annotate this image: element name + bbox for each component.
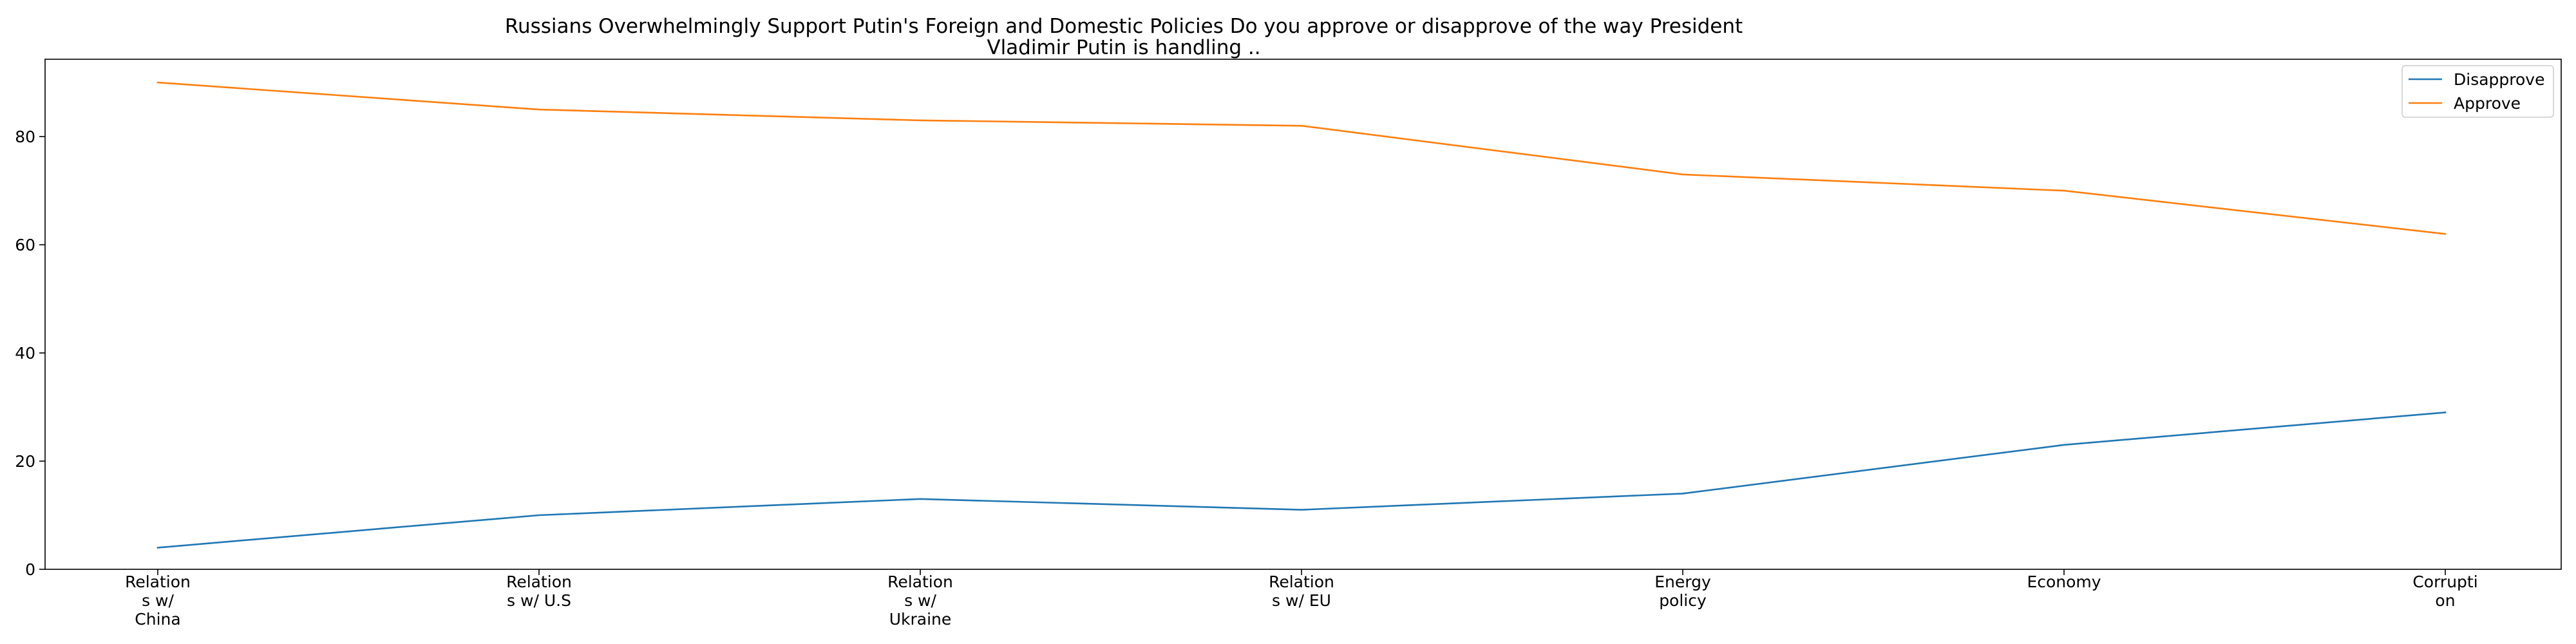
x-tick-label: policy bbox=[1659, 591, 1707, 610]
x-tick-label: China bbox=[135, 610, 180, 629]
x-tick-label: Relation bbox=[1269, 573, 1334, 591]
x-tick-label: on bbox=[2435, 591, 2455, 610]
chart-title-line-1: Russians Overwhelmingly Support Putin's … bbox=[505, 15, 1743, 38]
y-tick-label: 20 bbox=[15, 452, 35, 471]
x-tick-label: Energy bbox=[1654, 573, 1711, 591]
x-tick-label: s w/ bbox=[142, 591, 174, 610]
y-tick-label: 40 bbox=[15, 344, 35, 363]
y-axis: 0 20 40 60 80 bbox=[15, 128, 45, 579]
series-lines bbox=[156, 81, 2447, 549]
x-tick-label: Ukraine bbox=[889, 610, 952, 629]
legend-label-disapprove: Disapprove bbox=[2454, 70, 2544, 89]
x-tick-label: Corrupti bbox=[2412, 573, 2477, 591]
plot-area-frame bbox=[44, 59, 2562, 570]
x-tick-label: Relation bbox=[887, 573, 953, 591]
x-tick-label: Economy bbox=[2027, 573, 2101, 591]
legend-label-approve: Approve bbox=[2454, 94, 2521, 113]
y-tick-label: 0 bbox=[25, 560, 35, 579]
chart-title-line-2: Vladimir Putin is handling .. bbox=[987, 36, 1260, 59]
x-tick-label: s w/ bbox=[904, 591, 936, 610]
series-line-approve bbox=[156, 81, 2447, 235]
x-tick-label: Relation bbox=[125, 573, 191, 591]
legend: Disapprove Approve bbox=[2401, 65, 2554, 118]
y-tick-label: 80 bbox=[15, 128, 35, 146]
y-tick-label: 60 bbox=[15, 236, 35, 254]
x-tick-label: Relation bbox=[506, 573, 572, 591]
x-tick-label: s w/ U.S bbox=[507, 591, 571, 610]
x-tick-label: s w/ EU bbox=[1272, 591, 1331, 610]
series-line-disapprove bbox=[156, 411, 2447, 549]
